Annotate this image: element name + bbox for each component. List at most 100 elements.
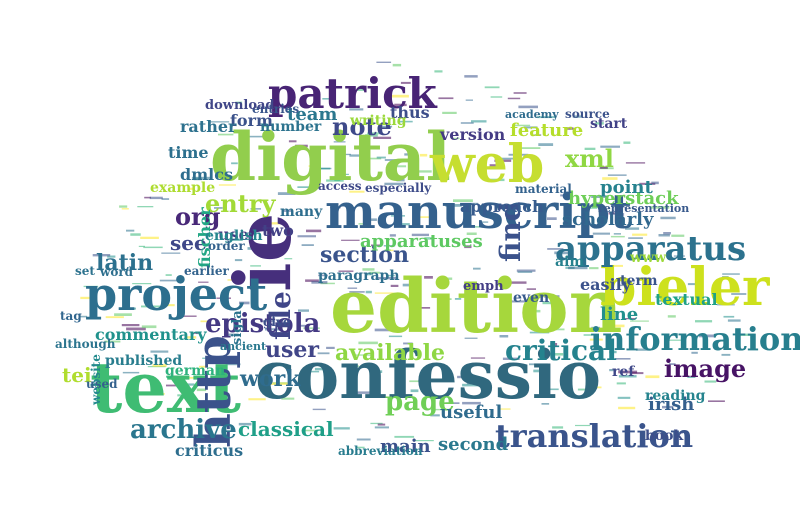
filler-glyph: [466, 232, 477, 235]
filler-glyph: [149, 196, 163, 200]
word-although: although: [55, 337, 116, 351]
filler-glyph: [187, 376, 194, 379]
filler-glyph: [341, 239, 360, 241]
filler-glyph: [414, 440, 434, 442]
word-website: website: [89, 354, 103, 406]
filler-glyph: [609, 350, 617, 354]
filler-glyph: [373, 136, 392, 139]
word-commentary: commentary: [95, 325, 207, 344]
filler-glyph: [130, 233, 141, 236]
filler-glyph: [384, 182, 404, 186]
filler-glyph: [376, 156, 386, 159]
filler-glyph: [370, 422, 383, 425]
word-academy: academy: [505, 108, 559, 121]
filler-glyph: [234, 259, 243, 262]
filler-glyph: [610, 235, 625, 238]
filler-glyph: [419, 216, 433, 218]
filler-glyph: [356, 88, 365, 91]
filler-glyph: [288, 140, 297, 143]
filler-glyph: [404, 153, 414, 156]
filler-glyph: [632, 233, 648, 236]
filler-glyph: [607, 324, 625, 328]
filler-glyph: [618, 406, 636, 410]
filler-glyph: [722, 276, 729, 278]
filler-glyph: [402, 283, 417, 287]
filler-glyph: [507, 97, 521, 100]
filler-glyph: [126, 327, 146, 331]
filler-glyph: [105, 316, 124, 319]
word-dmlcs: dmlcs: [180, 165, 233, 184]
filler-glyph: [181, 315, 197, 317]
filler-glyph: [374, 426, 389, 429]
filler-glyph: [306, 370, 320, 373]
filler-glyph: [400, 81, 411, 84]
filler-glyph: [250, 265, 261, 267]
filler-glyph: [301, 244, 314, 246]
filler-glyph: [394, 103, 407, 107]
filler-glyph: [667, 315, 676, 318]
word-team: team: [287, 104, 337, 125]
word-translation: translation: [495, 417, 693, 455]
filler-glyph: [541, 403, 550, 405]
filler-glyph: [141, 305, 161, 308]
filler-glyph: [584, 147, 596, 150]
filler-glyph: [311, 281, 328, 284]
filler-glyph: [543, 295, 560, 298]
filler-glyph: [326, 179, 344, 182]
word-second: second: [438, 434, 509, 455]
filler-glyph: [691, 351, 698, 354]
filler-glyph: [533, 369, 543, 373]
filler-glyph: [398, 223, 410, 226]
filler-glyph: [615, 358, 631, 360]
word-start: start: [590, 116, 628, 132]
filler-glyph: [695, 320, 713, 323]
filler-glyph: [723, 315, 735, 318]
filler-glyph: [473, 226, 491, 228]
filler-glyph: [663, 232, 671, 235]
filler-glyph: [301, 429, 318, 432]
filler-glyph: [452, 137, 460, 140]
filler-glyph: [443, 298, 452, 300]
filler-glyph: [577, 388, 591, 391]
filler-glyph: [190, 332, 201, 334]
filler-glyph: [186, 336, 197, 339]
filler-glyph: [199, 365, 207, 368]
filler-glyph: [247, 247, 263, 250]
filler-glyph: [322, 98, 336, 100]
word-term: term: [620, 273, 658, 289]
word-useful: useful: [440, 402, 503, 423]
word-ie: ie: [218, 213, 309, 292]
filler-glyph: [575, 424, 591, 427]
word-number: number: [260, 119, 322, 135]
filler-glyph: [177, 394, 192, 397]
filler-glyph: [277, 192, 296, 195]
filler-glyph: [618, 375, 637, 378]
filler-glyph: [628, 237, 643, 239]
filler-glyph: [165, 274, 172, 276]
word-feature: feature: [510, 120, 583, 141]
filler-glyph: [326, 346, 335, 349]
filler-glyph: [660, 216, 676, 220]
filler-glyph: [639, 182, 656, 185]
filler-glyph: [547, 217, 557, 220]
word-time: time: [168, 143, 209, 162]
filler-glyph: [200, 320, 209, 323]
filler-glyph: [671, 234, 685, 237]
filler-glyph: [589, 338, 603, 341]
word-ancient: ancient: [220, 340, 267, 353]
filler-glyph: [371, 244, 381, 247]
word-give: give: [263, 315, 291, 329]
filler-glyph: [198, 281, 209, 283]
filler-glyph: [487, 178, 505, 182]
word-apparatuses: apparatuses: [360, 231, 483, 252]
filler-glyph: [413, 307, 431, 309]
filler-glyph: [371, 370, 383, 373]
filler-glyph: [534, 134, 542, 136]
filler-glyph: [552, 426, 564, 429]
filler-glyph: [727, 319, 741, 322]
filler-glyph: [384, 213, 397, 215]
word-example: example: [150, 180, 215, 196]
filler-glyph: [622, 318, 636, 320]
filler-glyph: [591, 195, 608, 198]
word-book: book: [645, 428, 683, 444]
